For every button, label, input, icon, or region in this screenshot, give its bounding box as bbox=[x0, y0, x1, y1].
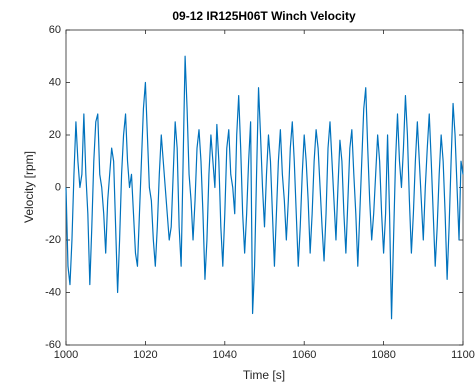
chart-title: 09-12 IR125H06T Winch Velocity bbox=[172, 9, 356, 23]
y-tick-label: -40 bbox=[45, 286, 61, 298]
x-tick-label: 1020 bbox=[133, 349, 157, 361]
data-line bbox=[65, 55, 464, 320]
y-tick-label: 20 bbox=[49, 129, 61, 141]
y-tick-label: -60 bbox=[45, 339, 61, 351]
x-tick-label: 1100 bbox=[451, 349, 475, 361]
x-tick-label: 1000 bbox=[54, 349, 78, 361]
plot-area bbox=[65, 29, 464, 346]
y-axis-label: Velocity [rpm] bbox=[22, 151, 36, 223]
x-tick-label: 1080 bbox=[371, 349, 395, 361]
y-tick-label: -20 bbox=[45, 234, 61, 246]
y-tick-label: 40 bbox=[49, 76, 61, 88]
x-tick-label: 1060 bbox=[292, 349, 316, 361]
y-tick-label: 0 bbox=[55, 181, 61, 193]
x-tick-label: 1040 bbox=[213, 349, 237, 361]
x-axis-label: Time [s] bbox=[243, 368, 285, 382]
y-tick-label: 60 bbox=[49, 24, 61, 36]
